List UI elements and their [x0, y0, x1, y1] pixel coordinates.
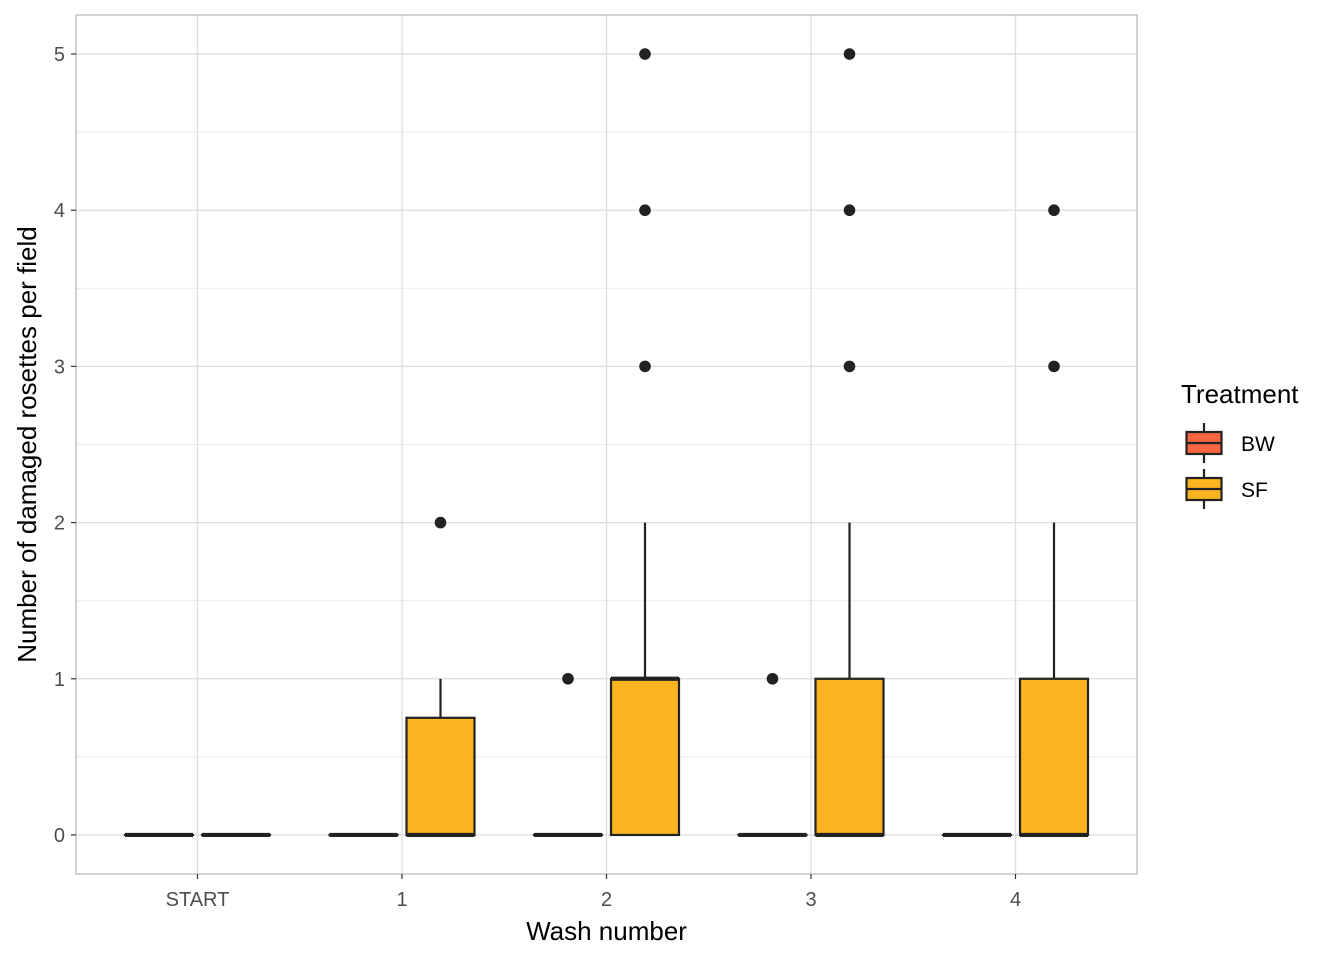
legend-label: BW: [1241, 433, 1275, 456]
legend-item-bw: BW: [1185, 423, 1275, 463]
y-axis-title: Number of damaged rosettes per field: [12, 226, 42, 662]
legend-title: Treatment: [1181, 379, 1299, 409]
y-tick-label: 5: [54, 44, 65, 66]
axis-ticks: 0 1 2 3 4 5 START 1 2 3 4: [54, 44, 1021, 911]
x-tick-label: 1: [396, 889, 407, 911]
box-bw-2: [532, 672, 604, 838]
box-body: [405, 716, 476, 837]
grid-lines: [76, 15, 1137, 874]
outlier-point: [843, 204, 856, 217]
outlier-point: [434, 516, 447, 529]
box-sf-2: [609, 48, 681, 837]
outlier-point: [843, 360, 856, 373]
x-tick-label: 4: [1010, 889, 1021, 911]
outlier-point: [562, 672, 574, 685]
box-body: [1018, 677, 1090, 837]
outlier-point: [843, 48, 856, 60]
box-sf-4: [1018, 204, 1090, 838]
plot-marks: [123, 48, 1090, 838]
legend-items: BW SF: [1185, 423, 1275, 509]
legend-item-sf: SF: [1185, 469, 1268, 509]
outlier-point: [639, 360, 651, 373]
y-tick-label: 0: [54, 825, 65, 847]
legend: Treatment BW SF: [1181, 379, 1299, 509]
y-tick-label: 3: [54, 356, 65, 378]
outlier-point: [639, 204, 651, 217]
x-tick-label: START: [166, 889, 230, 911]
box-sf-1: [405, 516, 476, 838]
x-tick-label: 3: [805, 889, 816, 911]
outlier-point: [639, 48, 651, 60]
box-bw-3: [737, 672, 808, 838]
outlier-point: [766, 672, 779, 685]
legend-label: SF: [1241, 479, 1268, 502]
y-tick-label: 4: [54, 200, 65, 222]
box-body: [814, 677, 885, 837]
box-body: [609, 677, 681, 837]
outlier-point: [1048, 360, 1060, 373]
y-tick-label: 1: [54, 669, 65, 691]
x-tick-label: 2: [601, 889, 612, 911]
y-tick-label: 2: [54, 513, 65, 535]
box-sf-3: [814, 48, 885, 838]
outlier-point: [1048, 204, 1060, 217]
x-axis-title: Wash number: [526, 916, 687, 946]
